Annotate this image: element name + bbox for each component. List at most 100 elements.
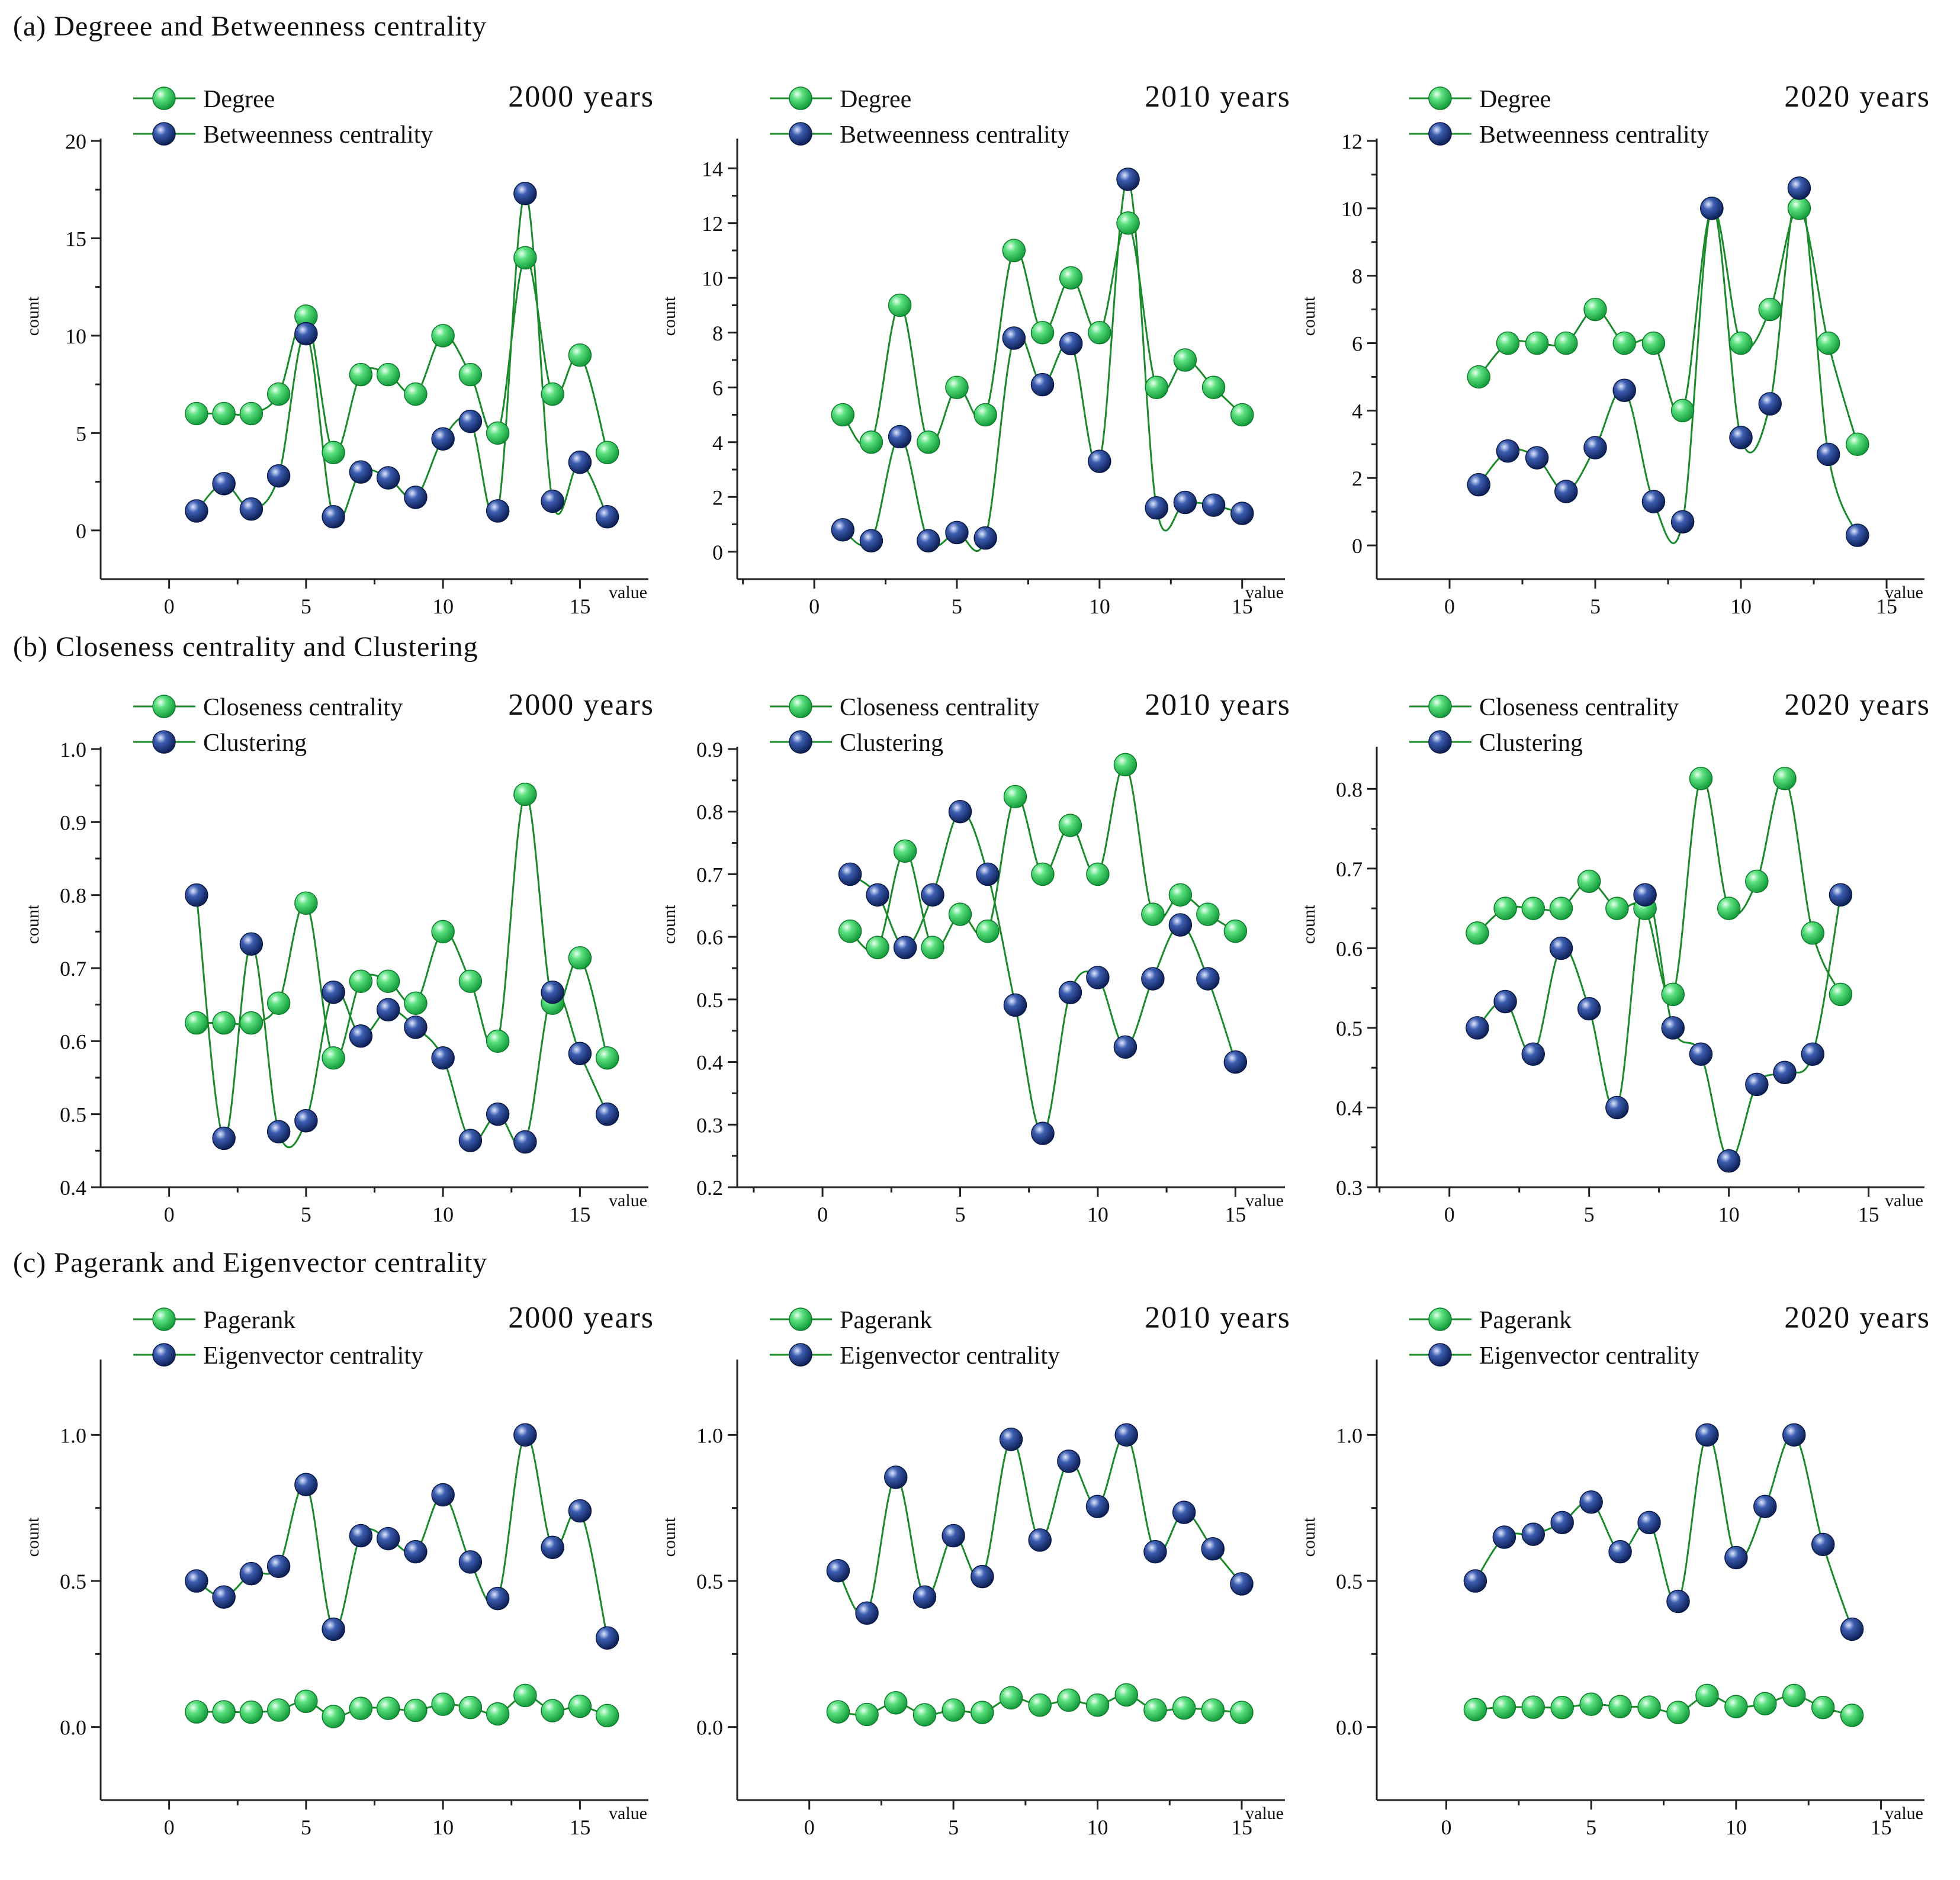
series-b-point [1493, 989, 1517, 1014]
x-tick-label: 10 [1087, 1203, 1108, 1226]
series-b-point [1787, 176, 1811, 200]
y-tick-label: 0 [76, 519, 86, 543]
y-tick-label: 0.6 [696, 925, 723, 949]
series-a-point [266, 1698, 291, 1722]
series-a-point [1493, 896, 1517, 920]
series-b-point [1608, 1540, 1632, 1564]
y-tick-label: 0.5 [1336, 1017, 1363, 1040]
y-tick-label: 0.5 [60, 1570, 86, 1593]
x-tick-label: 15 [569, 1815, 590, 1839]
series-a-point [1577, 869, 1601, 894]
series-a-point [1145, 375, 1168, 399]
legend-entry: Betweenness centrality [840, 121, 1069, 149]
series-b-point [431, 427, 455, 451]
series-b-point [595, 505, 619, 529]
series-a-point [376, 362, 400, 387]
chart-panel-4: 0.4 0.5 0.6 0.7 0.8 0.9 1.0 0 5 10 15 value count 200… [23, 688, 653, 1226]
series-a-point [322, 1046, 345, 1070]
y-tick-label: 0.5 [696, 1570, 723, 1593]
y-tick-label: 20 [65, 130, 86, 153]
series-a-point [486, 1702, 510, 1726]
series-a-point [349, 1696, 373, 1720]
x-axis-label: value [1245, 1191, 1284, 1210]
series-a-point [1141, 902, 1165, 926]
series-a-point [1641, 331, 1666, 355]
series-a-point [1057, 1688, 1081, 1712]
series-b-point [1840, 1617, 1864, 1641]
y-tick-label: 0.2 [696, 1176, 723, 1200]
series-b-point [431, 1046, 455, 1070]
x-tick-label: 10 [432, 1815, 454, 1839]
series-b-point [1201, 1537, 1225, 1561]
series-b-point [1550, 1511, 1574, 1535]
series-a-line [1476, 776, 1842, 999]
y-axis-label: count [660, 904, 679, 944]
series-b-point [893, 936, 917, 959]
x-tick-label: 15 [569, 1203, 590, 1226]
series-a-point [893, 839, 917, 863]
y-tick-label: 12 [702, 212, 723, 236]
series-b-point [1521, 1042, 1545, 1066]
series-a-point [866, 936, 889, 959]
y-tick-label: 1.0 [696, 1423, 723, 1447]
series-a-point [1554, 331, 1578, 355]
legend-marker [152, 1307, 176, 1331]
legend-marker [1428, 1307, 1452, 1331]
series-b-line [1478, 187, 1859, 544]
series-a-point [1059, 266, 1083, 290]
x-tick-label: 5 [301, 1203, 311, 1226]
x-tick-label: 0 [817, 1203, 828, 1226]
legend-marker [789, 695, 812, 718]
x-tick-label: 5 [1590, 594, 1601, 618]
series-a-point [1666, 1701, 1690, 1724]
y-tick-label: 0.8 [60, 884, 86, 908]
series-b-point [376, 998, 400, 1022]
series-b-point [831, 518, 855, 542]
series-a-point [1583, 297, 1607, 322]
series-b-point [266, 1120, 291, 1144]
series-a-point [1840, 1704, 1864, 1727]
series-b-point [1753, 1495, 1777, 1518]
section-label-b: (b) Closeness centrality and Clustering [13, 631, 478, 663]
x-axis-label: value [609, 1191, 647, 1210]
x-axis-label: value [1885, 1804, 1923, 1823]
series-b-point [1003, 993, 1027, 1017]
legend-entry: Eigenvector centrality [1479, 1342, 1699, 1370]
series-b-point [185, 883, 208, 907]
series-a-point [595, 1704, 619, 1728]
panel-year-title: 2020 years [1784, 688, 1930, 722]
series-b-point [1689, 1042, 1713, 1066]
series-b-point [1811, 1532, 1835, 1557]
series-b-point [541, 980, 564, 1004]
series-a-point [513, 782, 537, 806]
series-a-line [196, 1694, 608, 1718]
series-b-point [1605, 1095, 1629, 1120]
series-a-point [1801, 921, 1824, 945]
series-b-point [1088, 449, 1111, 473]
legend-marker [789, 86, 812, 110]
x-tick-label: 0 [164, 1203, 175, 1226]
x-axis-label: value [1885, 1191, 1923, 1210]
series-a-point [831, 403, 855, 427]
series-b-point [541, 1535, 564, 1560]
legend-entry: Eigenvector centrality [203, 1342, 423, 1370]
x-axis-label: value [609, 583, 647, 602]
x-tick-label: 0 [1444, 1203, 1455, 1226]
series-b-point [1724, 1545, 1748, 1570]
series-b-line [196, 1434, 609, 1638]
y-tick-label: 0.5 [1336, 1570, 1363, 1593]
series-a-point [912, 1703, 937, 1727]
series-b-point [1637, 1511, 1661, 1535]
series-a-point [1028, 1693, 1052, 1717]
series-b-point [1816, 442, 1840, 467]
legend-marker [152, 730, 176, 754]
legend-entry: Betweenness centrality [203, 121, 433, 149]
series-a-point [1724, 1695, 1748, 1718]
legend-marker [152, 695, 176, 718]
panel-year-title: 2010 years [1145, 1301, 1291, 1335]
series-a-point [945, 375, 969, 399]
x-axis-label: value [609, 1804, 647, 1823]
series-b-point [1549, 936, 1573, 960]
series-a-line [196, 793, 609, 1060]
